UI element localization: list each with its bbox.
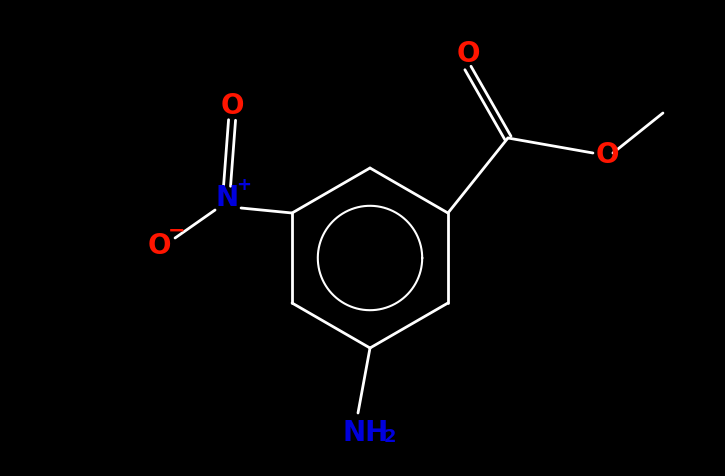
Text: −: −: [168, 221, 186, 241]
Text: NH: NH: [343, 419, 389, 447]
Text: 2: 2: [384, 428, 397, 446]
Text: O: O: [220, 92, 244, 120]
Text: O: O: [456, 40, 480, 68]
Text: +: +: [236, 176, 252, 194]
Text: O: O: [147, 232, 171, 260]
Text: O: O: [595, 141, 618, 169]
Text: N: N: [215, 184, 239, 212]
